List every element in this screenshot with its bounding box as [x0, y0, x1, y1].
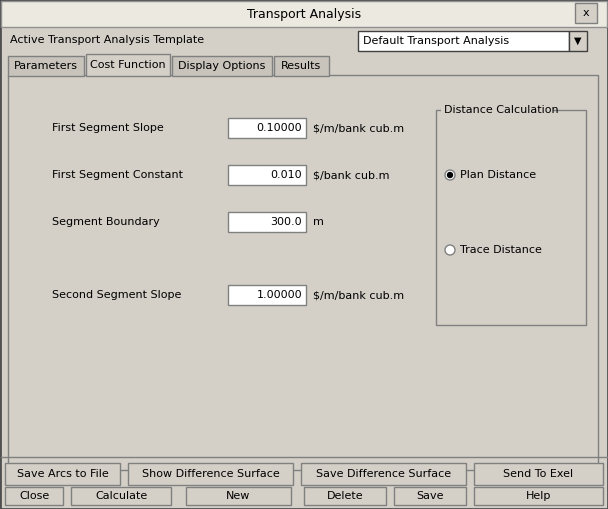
Text: 300.0: 300.0	[271, 217, 302, 227]
Text: 0.010: 0.010	[271, 170, 302, 180]
Bar	[441, 105, 553, 115]
Bar	[8, 56, 84, 76]
Text: Transport Analysis: Transport Analysis	[247, 8, 361, 20]
Text: Help: Help	[526, 491, 551, 501]
Text: Active Transport Analysis Template: Active Transport Analysis Template	[10, 35, 204, 45]
Text: First Segment Constant: First Segment Constant	[52, 170, 183, 180]
Text: Display Options: Display Options	[178, 61, 266, 71]
Circle shape	[445, 245, 455, 255]
Bar	[71, 487, 171, 505]
Text: Calculate: Calculate	[95, 491, 147, 501]
Text: Second Segment Slope: Second Segment Slope	[52, 290, 181, 300]
Circle shape	[447, 173, 452, 178]
Text: New: New	[226, 491, 250, 501]
Text: x: x	[582, 8, 589, 18]
Text: Close: Close	[19, 491, 49, 501]
Text: 1.00000: 1.00000	[257, 290, 302, 300]
Bar	[228, 285, 306, 305]
Text: First Segment Slope: First Segment Slope	[52, 123, 164, 133]
Bar	[274, 56, 329, 76]
Text: ▼: ▼	[574, 36, 582, 46]
Text: Send To Exel: Send To Exel	[503, 469, 573, 479]
Text: Cost Function: Cost Function	[90, 60, 166, 70]
Bar	[436, 110, 586, 325]
Text: $/bank cub.m: $/bank cub.m	[313, 170, 390, 180]
Text: Save Arcs to File: Save Arcs to File	[16, 469, 108, 479]
Text: Plan Distance: Plan Distance	[460, 170, 536, 180]
Text: Trace Distance: Trace Distance	[460, 245, 542, 255]
Circle shape	[445, 170, 455, 180]
Bar	[172, 56, 272, 76]
Bar	[304, 487, 386, 505]
Text: Show Difference Surface: Show Difference Surface	[142, 469, 279, 479]
Text: m: m	[313, 217, 324, 227]
Bar	[228, 118, 306, 138]
Text: Default Transport Analysis: Default Transport Analysis	[363, 36, 509, 46]
Bar	[301, 463, 466, 485]
Text: Parameters: Parameters	[14, 61, 78, 71]
Bar	[86, 54, 170, 76]
Text: Save Difference Surface: Save Difference Surface	[316, 469, 451, 479]
Bar	[474, 487, 603, 505]
Text: Delete: Delete	[326, 491, 364, 501]
Bar	[358, 31, 569, 51]
Bar	[5, 487, 63, 505]
Bar	[575, 3, 597, 23]
Bar	[394, 487, 466, 505]
Text: Segment Boundary: Segment Boundary	[52, 217, 160, 227]
Bar	[1, 1, 607, 27]
Text: $/m/bank cub.m: $/m/bank cub.m	[313, 123, 404, 133]
Bar	[228, 165, 306, 185]
Bar	[128, 463, 293, 485]
Bar	[228, 212, 306, 232]
Bar	[474, 463, 603, 485]
Text: Distance Calculation: Distance Calculation	[444, 105, 559, 115]
Bar	[8, 75, 598, 470]
Text: Results: Results	[282, 61, 322, 71]
Bar	[569, 31, 587, 51]
Bar	[5, 463, 120, 485]
Bar	[186, 487, 291, 505]
Text: Save: Save	[416, 491, 444, 501]
Text: 0.10000: 0.10000	[257, 123, 302, 133]
Text: $/m/bank cub.m: $/m/bank cub.m	[313, 290, 404, 300]
